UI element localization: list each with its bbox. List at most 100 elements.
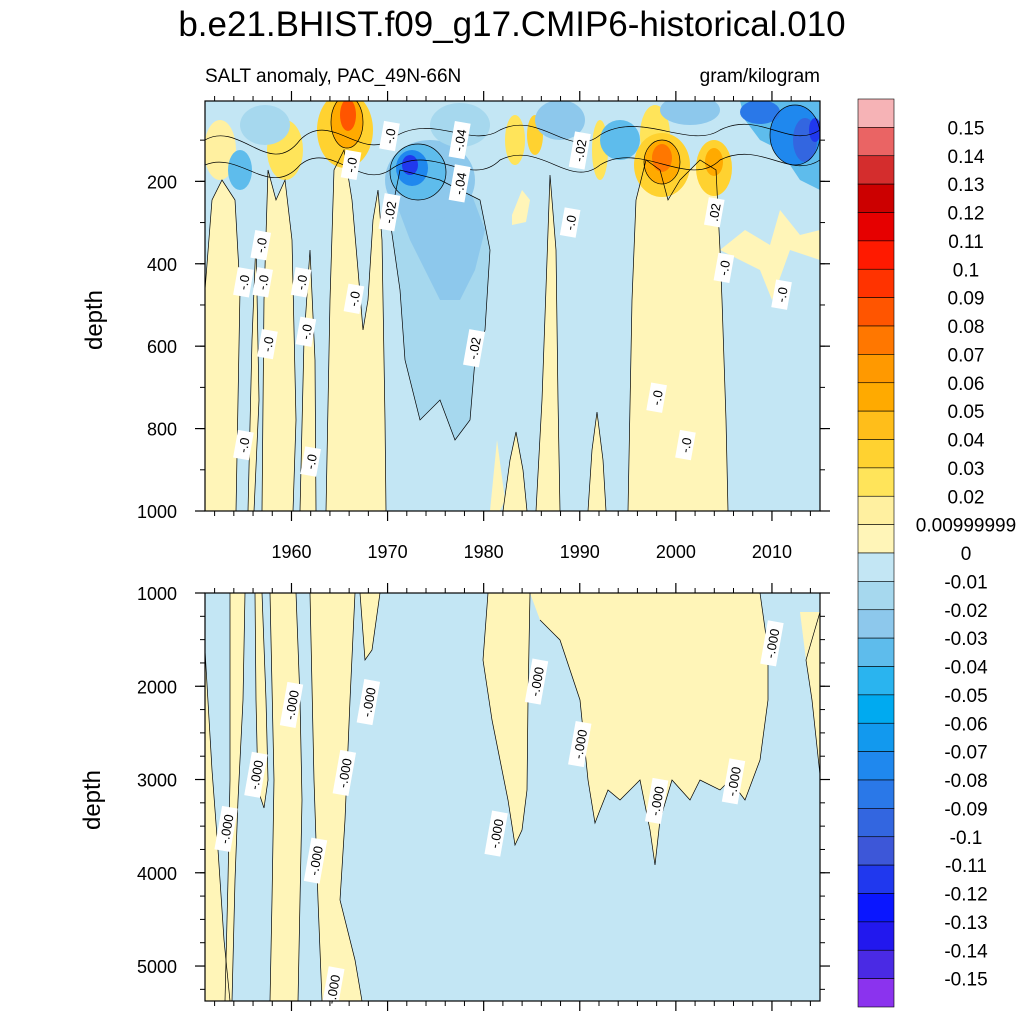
colorbar-box bbox=[857, 637, 895, 667]
colorbar-label: 0.11 bbox=[948, 232, 984, 253]
y-tick-label: 4000 bbox=[137, 864, 177, 884]
contour-label-text: -.0 bbox=[254, 274, 271, 292]
contour-label: -.0 bbox=[675, 429, 696, 461]
contour-label-bg bbox=[771, 279, 792, 310]
contour-label: -.0 bbox=[713, 252, 735, 284]
contour-label: -.0 bbox=[343, 283, 365, 314]
lower-panel-field bbox=[205, 593, 820, 1001]
contour-label-bg bbox=[340, 149, 362, 181]
contour-label-text: -.04 bbox=[451, 171, 470, 196]
colorbar-box bbox=[857, 722, 895, 752]
contour-label-bg bbox=[214, 805, 238, 852]
contour-label-text: -.000 bbox=[246, 759, 266, 791]
colorbar-label: -0.03 bbox=[944, 629, 987, 650]
colorbar-box bbox=[857, 751, 895, 781]
contour-label-text: -.000 bbox=[647, 785, 667, 817]
contour-label-text: -.02 bbox=[465, 336, 484, 361]
contour-label-bg bbox=[300, 446, 322, 477]
colorbar-box bbox=[857, 467, 895, 497]
colorbar-label: -0.01 bbox=[944, 572, 987, 593]
contour-label-text: -.0 bbox=[298, 323, 315, 341]
contour-label-text: -.000 bbox=[570, 728, 590, 760]
colorbar-box bbox=[857, 524, 895, 554]
colorbar-box bbox=[857, 779, 895, 809]
contour-label-text: -.02 bbox=[571, 138, 590, 163]
contour-label-text: -.0 bbox=[346, 290, 363, 308]
colorbar-label: 0.02 bbox=[948, 487, 985, 508]
contour-label: -.0 bbox=[257, 328, 278, 360]
contour-label: -.0 bbox=[295, 316, 317, 347]
colorbar-box bbox=[857, 439, 895, 469]
contour-label-bg bbox=[290, 267, 312, 298]
x-tick-label: 1990 bbox=[560, 542, 600, 562]
y-tick-label: 1000 bbox=[137, 584, 177, 604]
colorbar-label: -0.06 bbox=[944, 714, 987, 735]
colorbar-label: -0.12 bbox=[944, 885, 987, 906]
contour-label-bg bbox=[760, 620, 784, 667]
x-tick-label: 1980 bbox=[464, 542, 504, 562]
contour-label-bg bbox=[646, 382, 667, 413]
colorbar-box bbox=[857, 240, 895, 270]
y-tick-label: 3000 bbox=[137, 771, 177, 791]
colorbar-box bbox=[857, 921, 895, 951]
colorbar-label: -0.07 bbox=[944, 743, 987, 764]
contour-label-text: -.0 bbox=[253, 237, 270, 255]
contour-label-bg bbox=[644, 777, 669, 825]
contour-label-bg bbox=[448, 121, 471, 160]
colorbar-box bbox=[857, 297, 895, 327]
contour-label-bg bbox=[379, 120, 400, 152]
x-tick-label: 1970 bbox=[368, 542, 408, 562]
contour-label-bg bbox=[675, 429, 696, 461]
colorbar-label: 0.15 bbox=[948, 118, 985, 139]
contour-label-text: -.000 bbox=[527, 666, 547, 698]
contour-label-text: -.0 bbox=[302, 453, 319, 471]
contour-label-text: -.000 bbox=[487, 818, 507, 850]
upper-axes: 1960 1970 1980 1990 2000 2010 200 400 600 800 1000 bbox=[137, 91, 830, 562]
contour-label: -.0 bbox=[290, 267, 312, 298]
colorbar-label: 0.00999999 bbox=[916, 516, 1016, 537]
contour-label-text: -.000 bbox=[306, 845, 326, 877]
units-label: gram/kilogram bbox=[700, 66, 820, 87]
colorbar-label: -0.11 bbox=[945, 856, 987, 877]
contour-label: -.000 bbox=[524, 658, 549, 705]
contour-label-bg bbox=[295, 316, 317, 347]
colorbar-label: 0.13 bbox=[948, 175, 985, 196]
contour-label: -.000 bbox=[568, 721, 592, 768]
contour-label-text: -.0 bbox=[773, 286, 790, 304]
colorbar-box bbox=[857, 836, 895, 866]
contour-label-text: -.0 bbox=[259, 335, 276, 353]
contour-label: -.000 bbox=[760, 620, 784, 667]
contour-label-bg bbox=[279, 681, 304, 728]
upper-panel-field bbox=[205, 101, 820, 511]
contour-label-text: -.000 bbox=[323, 974, 343, 1006]
colorbar-label: -0.09 bbox=[944, 799, 987, 820]
colorbar-box bbox=[857, 978, 895, 1008]
contour-label: -.0 bbox=[559, 207, 581, 238]
contour-label: -.0 bbox=[379, 120, 400, 152]
contour-label-bg bbox=[332, 749, 357, 797]
contour-label-bg bbox=[524, 658, 549, 705]
x-tick-label: 2010 bbox=[752, 542, 792, 562]
contour-label: -.0 bbox=[300, 446, 322, 477]
contour-label-bg bbox=[250, 230, 272, 261]
colorbar-label: -0.13 bbox=[944, 913, 987, 934]
contour-label-text: -.0 bbox=[235, 274, 252, 292]
contour-label: -.000 bbox=[244, 751, 268, 798]
contour-label-text: -.0 bbox=[677, 436, 694, 454]
contour-label: -.000 bbox=[484, 810, 508, 857]
contour-label: -.000 bbox=[214, 805, 238, 852]
contour-label-text: -.0 bbox=[716, 259, 733, 277]
y-tick-label: 1000 bbox=[137, 502, 177, 522]
contour-label: -.0 bbox=[771, 279, 792, 310]
colorbar-box bbox=[857, 325, 895, 355]
contour-label-text: -.0 bbox=[648, 389, 665, 407]
contour-label: -.02 bbox=[378, 193, 401, 232]
contour-label-text: -.04 bbox=[451, 128, 470, 153]
y-tick-label: 600 bbox=[147, 337, 177, 357]
contour-label-text: -.02 bbox=[381, 200, 400, 225]
lower-depth-label: depth bbox=[79, 770, 106, 830]
contour-label: -.0 bbox=[252, 267, 273, 298]
contour-label-bg bbox=[252, 267, 273, 298]
colorbar-box bbox=[857, 382, 895, 412]
contour-label: -.04 bbox=[448, 164, 471, 203]
